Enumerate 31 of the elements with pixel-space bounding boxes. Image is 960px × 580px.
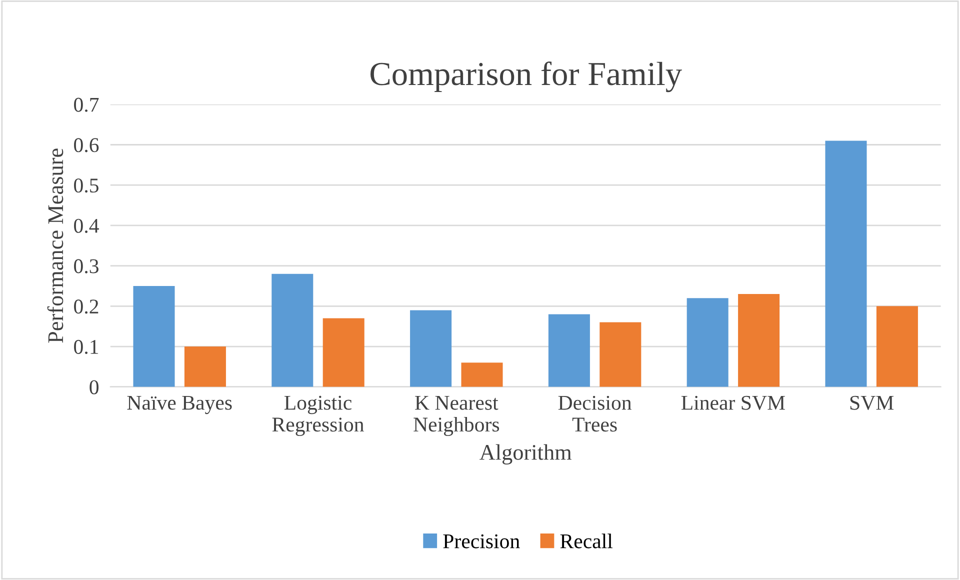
bar [133, 286, 175, 387]
x-tick-label: Linear SVM [681, 396, 785, 410]
x-tick-label: Decision Trees [558, 396, 632, 432]
bar [600, 322, 642, 387]
y-tick-label: 0.4 [74, 218, 99, 233]
legend-label: Precision [443, 534, 520, 548]
bar [410, 310, 452, 387]
x-tick-label: K Nearest Neighbors [414, 396, 500, 436]
y-tick-label: 0 [90, 380, 98, 394]
y-tick-label: 0.3 [74, 259, 98, 274]
legend-label: Recall [560, 534, 613, 548]
x-tick-label: Logistic Regression [272, 396, 364, 436]
bar [322, 318, 364, 387]
bar [461, 362, 503, 387]
y-axis-title: Performance Measure [47, 148, 64, 343]
bar [184, 346, 226, 387]
bar [272, 274, 314, 387]
y-tick-label: 0.6 [74, 138, 99, 152]
bar [738, 294, 780, 387]
x-tick-label: SVM [850, 396, 894, 410]
y-tick-label: 0.5 [74, 178, 98, 193]
y-tick-label: 0.7 [74, 98, 99, 112]
chart-title: Comparison for Family [370, 61, 682, 92]
bar [825, 140, 867, 387]
x-axis-title: Algorithm [480, 444, 572, 464]
y-tick-label: 0.2 [74, 300, 98, 314]
bar [548, 314, 590, 387]
y-tick-label: 0.1 [74, 340, 98, 354]
x-tick-label: Naïve Bayes [127, 396, 232, 414]
bar [876, 306, 918, 387]
bar [686, 298, 728, 387]
